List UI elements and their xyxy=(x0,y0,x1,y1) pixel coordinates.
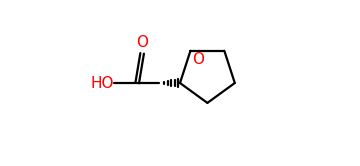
Text: O: O xyxy=(136,35,148,50)
Text: O: O xyxy=(192,52,204,67)
Text: HO: HO xyxy=(91,76,114,90)
